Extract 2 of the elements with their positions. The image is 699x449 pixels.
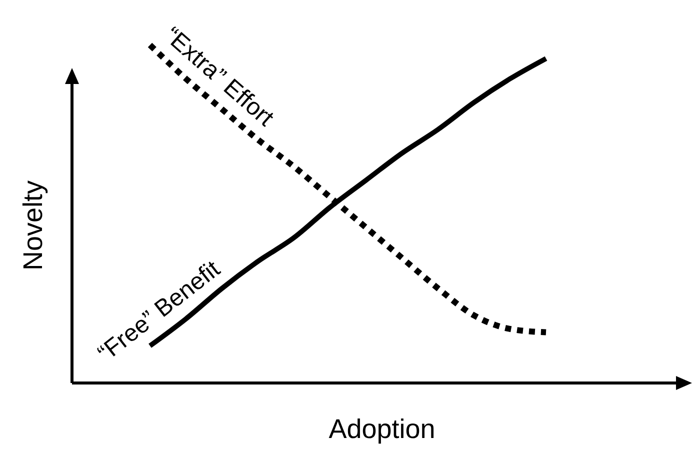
y-axis-title: Novelty bbox=[18, 180, 48, 271]
x-axis-title: Adoption bbox=[328, 414, 436, 444]
